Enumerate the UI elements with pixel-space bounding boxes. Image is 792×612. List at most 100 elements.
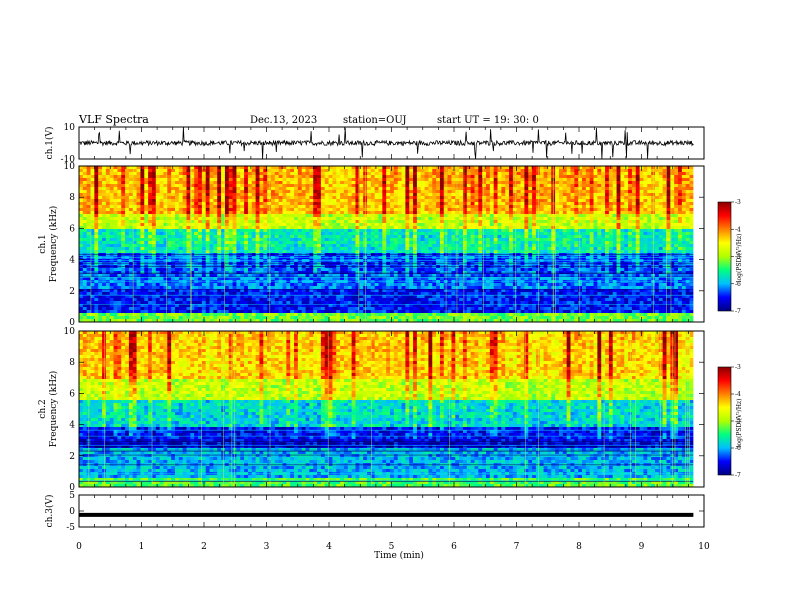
ch1-spectrogram-cell bbox=[148, 232, 152, 235]
ch1-spectrogram-cell bbox=[359, 295, 363, 298]
ch1-spectrogram-cell bbox=[440, 196, 444, 199]
ch1-spectrogram-cell bbox=[398, 235, 402, 238]
ch1-spectrogram-cell bbox=[202, 175, 206, 178]
ch1-spectrogram-cell bbox=[137, 208, 141, 211]
ch1-spectrogram-cell bbox=[102, 310, 106, 313]
ch1-spectrogram-cell bbox=[244, 313, 248, 316]
ch1-spectrogram-cell bbox=[229, 307, 233, 310]
ch1-spectrogram-cell bbox=[83, 211, 87, 214]
ch1-spectrogram-cell bbox=[298, 214, 302, 217]
ch1-spectrogram-cell bbox=[106, 181, 110, 184]
ch1-spectrogram-cell bbox=[348, 223, 352, 226]
ch1-spectrogram-cell bbox=[244, 214, 248, 217]
ch1-spectrogram-cell bbox=[256, 214, 260, 217]
ch1-spectrogram-cell bbox=[167, 190, 171, 193]
ch1-spectrogram-cell bbox=[137, 247, 141, 250]
ch1-spectrogram-cell bbox=[163, 181, 167, 184]
figure-start-time: start UT = 19: 30: 0 bbox=[437, 115, 539, 126]
ch1-spectrogram-cell bbox=[421, 187, 425, 190]
ch1-spectrogram-cell bbox=[325, 196, 329, 199]
ch1-spectrogram-cell bbox=[194, 295, 198, 298]
ch1-spectrogram-cell bbox=[106, 313, 110, 316]
ch1-spectrogram-cell bbox=[110, 283, 114, 286]
ch1-spectrogram-cell bbox=[152, 217, 156, 220]
ch1-spectrogram-cell bbox=[114, 199, 118, 202]
ch1-spectrogram-cell bbox=[152, 280, 156, 283]
ch1-spectrogram-cell bbox=[233, 247, 237, 250]
ch1-spectrogram-cell bbox=[421, 193, 425, 196]
ch1-spectrogram-cell bbox=[171, 223, 175, 226]
ch1-spectrogram-cell bbox=[229, 283, 233, 286]
ch1-spectrogram-cell bbox=[256, 226, 260, 229]
ch1-spectrogram-cell bbox=[263, 217, 267, 220]
ch1-spectrogram-cell bbox=[79, 310, 83, 313]
ch1-spectrogram-cell bbox=[144, 226, 148, 229]
ch1-spectrogram-cell bbox=[187, 268, 191, 271]
figure-station: station=OUJ bbox=[343, 115, 407, 126]
ch1-spectrogram-cell bbox=[286, 214, 290, 217]
ch1-spectrogram-cell bbox=[83, 298, 87, 301]
ch1-spectrogram-cell bbox=[210, 205, 214, 208]
ch1-spectrogram-cell bbox=[140, 193, 144, 196]
ch1-spectrogram-cell bbox=[194, 283, 198, 286]
ch1-spectrogram-cell bbox=[344, 217, 348, 220]
ch1-spectrogram-cell bbox=[340, 193, 344, 196]
ch1-spectrogram-cell bbox=[405, 178, 409, 181]
ch1-spectrogram-cell bbox=[283, 181, 287, 184]
ch1-spectrogram-cell bbox=[217, 235, 221, 238]
ch1-spectrogram-cell bbox=[302, 226, 306, 229]
ch1-spectrogram-cell bbox=[152, 172, 156, 175]
ch1-spectrogram-cell bbox=[152, 226, 156, 229]
ch1-spectrogram-cell bbox=[413, 283, 417, 286]
ch1-spectrogram-cell bbox=[317, 250, 321, 253]
ch1-spectrogram-cell bbox=[217, 220, 221, 223]
ch1-spectrogram-cell bbox=[271, 166, 275, 169]
ch1-spectrogram-cell bbox=[294, 172, 298, 175]
ch1-spectrogram-cell bbox=[106, 223, 110, 226]
ch1-spectrogram-cell bbox=[298, 286, 302, 289]
ch1-spectrogram-cell bbox=[405, 268, 409, 271]
ch1-spectrogram-cell bbox=[394, 217, 398, 220]
ch1-spectrogram-cell bbox=[386, 205, 390, 208]
ch1-spectrogram-cell bbox=[317, 175, 321, 178]
ch1-spectrogram-cell bbox=[294, 232, 298, 235]
ch1-spectrogram-cell bbox=[210, 262, 214, 265]
ch1-spectrogram-cell bbox=[275, 241, 279, 244]
ch1-spectrogram-cell bbox=[275, 313, 279, 316]
ch1-spectrogram-cell bbox=[390, 295, 394, 298]
ch1-spectrogram-cell bbox=[302, 199, 306, 202]
ch1-spectrogram-cell bbox=[102, 214, 106, 217]
ch1-spectrogram-cell bbox=[106, 286, 110, 289]
ch1-spectrogram-cell bbox=[329, 262, 333, 265]
ch1-spectrogram-cell bbox=[140, 187, 144, 190]
ch1-spectrogram-cell bbox=[206, 187, 210, 190]
ch1-spectrogram-cell bbox=[252, 244, 256, 247]
ch1-spectrogram-cell bbox=[137, 268, 141, 271]
ch1-spectrogram-cell bbox=[348, 214, 352, 217]
ch1-spectrogram-cell bbox=[432, 181, 436, 184]
ch1-spectrogram-cell bbox=[371, 310, 375, 313]
ch1-spectrogram-cell bbox=[321, 313, 325, 316]
ch1-spectrogram-cell bbox=[167, 184, 171, 187]
ch1-spectrogram-cell bbox=[98, 199, 102, 202]
ch1-spectrogram-cell bbox=[336, 298, 340, 301]
ch1-spectrogram-cell bbox=[259, 166, 263, 169]
ch1-spectrogram-cell bbox=[405, 313, 409, 316]
ch1-spectrogram-cell bbox=[110, 175, 114, 178]
ch1-spectrogram-cell bbox=[402, 229, 406, 232]
ch1-spectrogram-cell bbox=[286, 199, 290, 202]
ch1-spectrogram-cell bbox=[398, 223, 402, 226]
ch1-spectrogram-cell bbox=[175, 175, 179, 178]
ch1-spectrogram-cell bbox=[117, 313, 121, 316]
ch1-spectrogram-cell bbox=[79, 214, 83, 217]
ch1-spectrogram-cell bbox=[148, 280, 152, 283]
ch1-spectrogram-cell bbox=[183, 235, 187, 238]
ch1-spectrogram-cell bbox=[375, 208, 379, 211]
ch1-spectrogram-cell bbox=[279, 271, 283, 274]
ch1-spectrogram-cell bbox=[225, 313, 229, 316]
ch1-spectrogram-cell bbox=[225, 286, 229, 289]
ch1-spectrogram-cell bbox=[225, 250, 229, 253]
ch1-spectrogram-cell bbox=[402, 208, 406, 211]
ch1-spectrogram-cell bbox=[187, 187, 191, 190]
ch1-spectrogram-cell bbox=[190, 235, 194, 238]
